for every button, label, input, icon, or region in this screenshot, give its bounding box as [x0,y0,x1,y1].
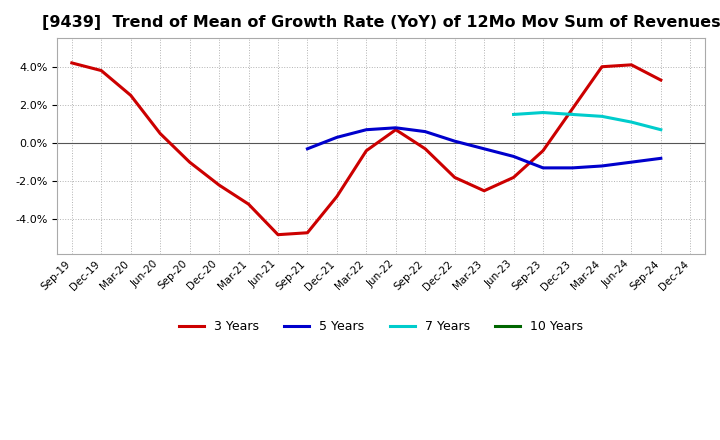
5 Years [421,129,430,134]
3 Years [509,175,518,180]
3 Years [215,183,223,188]
Line: 3 Years: 3 Years [72,63,661,235]
5 Years [362,127,371,132]
3 Years [68,60,76,66]
3 Years [421,146,430,151]
5 Years [303,146,312,151]
3 Years [539,148,547,154]
7 Years [568,112,577,117]
Legend: 3 Years, 5 Years, 7 Years, 10 Years: 3 Years, 5 Years, 7 Years, 10 Years [174,315,588,338]
3 Years [127,93,135,98]
7 Years [539,110,547,115]
5 Years [333,135,341,140]
5 Years [392,125,400,130]
3 Years [156,131,164,136]
3 Years [480,188,488,194]
5 Years [627,160,636,165]
3 Years [274,232,282,237]
3 Years [450,175,459,180]
Title: [9439]  Trend of Mean of Growth Rate (YoY) of 12Mo Mov Sum of Revenues: [9439] Trend of Mean of Growth Rate (YoY… [42,15,720,30]
Line: 5 Years: 5 Years [307,128,661,168]
7 Years [509,112,518,117]
5 Years [509,154,518,159]
7 Years [598,114,606,119]
3 Years [303,230,312,235]
7 Years [627,119,636,125]
3 Years [333,194,341,199]
3 Years [185,160,194,165]
3 Years [392,127,400,132]
5 Years [657,156,665,161]
3 Years [362,148,371,154]
3 Years [244,202,253,207]
5 Years [568,165,577,171]
Line: 7 Years: 7 Years [513,113,661,130]
3 Years [657,77,665,83]
3 Years [598,64,606,70]
7 Years [657,127,665,132]
3 Years [97,68,106,73]
3 Years [627,62,636,67]
5 Years [598,163,606,169]
3 Years [568,106,577,111]
5 Years [480,146,488,151]
5 Years [450,139,459,144]
5 Years [539,165,547,171]
